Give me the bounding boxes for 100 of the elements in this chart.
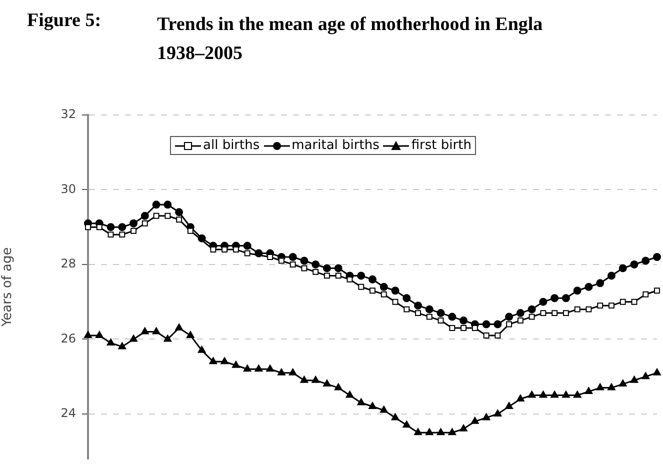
point bbox=[505, 312, 514, 321]
point bbox=[84, 330, 92, 338]
chart-subtitle: Trends in the mean age of motherhood in Engla 1938–2005 bbox=[157, 13, 544, 66]
point bbox=[528, 314, 535, 320]
point bbox=[573, 286, 582, 295]
point bbox=[425, 428, 434, 436]
point bbox=[425, 305, 434, 314]
point bbox=[414, 302, 422, 310]
point bbox=[357, 398, 366, 406]
point bbox=[402, 294, 411, 302]
point bbox=[539, 390, 548, 398]
point bbox=[209, 357, 218, 364]
point bbox=[312, 268, 319, 275]
point bbox=[574, 306, 580, 312]
point bbox=[175, 324, 184, 331]
point bbox=[402, 420, 411, 428]
point bbox=[550, 294, 559, 302]
point bbox=[368, 275, 376, 284]
point bbox=[516, 394, 524, 402]
point bbox=[322, 264, 331, 272]
y-tick-label: 24 bbox=[60, 406, 76, 420]
y-tick-label: 32 bbox=[60, 107, 76, 122]
point bbox=[312, 260, 320, 268]
point bbox=[607, 272, 616, 280]
point bbox=[152, 327, 160, 334]
point bbox=[254, 364, 263, 372]
point bbox=[266, 364, 274, 372]
point bbox=[324, 272, 330, 279]
point bbox=[404, 306, 410, 312]
point bbox=[140, 327, 149, 334]
point bbox=[620, 298, 626, 305]
point bbox=[552, 310, 558, 316]
point bbox=[562, 390, 570, 398]
point bbox=[494, 320, 502, 328]
point bbox=[118, 223, 126, 232]
point bbox=[539, 298, 548, 306]
point bbox=[301, 265, 308, 272]
point bbox=[448, 428, 456, 436]
point bbox=[300, 376, 308, 383]
point bbox=[243, 242, 252, 250]
point bbox=[153, 212, 160, 219]
point bbox=[391, 413, 400, 420]
point bbox=[584, 387, 593, 394]
point bbox=[642, 291, 649, 298]
point bbox=[95, 330, 104, 338]
point bbox=[596, 279, 604, 288]
point bbox=[653, 368, 661, 376]
point bbox=[630, 260, 638, 268]
point bbox=[618, 264, 627, 272]
point bbox=[334, 383, 342, 390]
y-tick-label: 28 bbox=[60, 256, 76, 271]
point bbox=[608, 383, 616, 390]
legend-label: marital births bbox=[292, 138, 380, 153]
point bbox=[175, 208, 184, 216]
point bbox=[312, 376, 320, 383]
point bbox=[118, 342, 126, 350]
point bbox=[517, 318, 524, 324]
point bbox=[528, 390, 536, 398]
point bbox=[368, 402, 376, 409]
point bbox=[642, 372, 650, 380]
point bbox=[573, 390, 582, 398]
point bbox=[358, 284, 364, 290]
point bbox=[140, 212, 149, 220]
point bbox=[277, 368, 286, 376]
point bbox=[164, 212, 171, 219]
legend-label: all births bbox=[203, 138, 260, 153]
point bbox=[608, 302, 614, 309]
point bbox=[288, 253, 297, 262]
point bbox=[505, 402, 514, 409]
point bbox=[198, 346, 206, 353]
point bbox=[642, 256, 650, 265]
point bbox=[357, 272, 366, 280]
point bbox=[584, 282, 593, 291]
point bbox=[290, 262, 296, 268]
point bbox=[630, 376, 638, 383]
point bbox=[597, 302, 604, 309]
point bbox=[494, 409, 502, 416]
y-axis-title: Years of age bbox=[0, 247, 16, 328]
point bbox=[152, 200, 160, 209]
point bbox=[323, 380, 331, 387]
point bbox=[220, 357, 229, 364]
point bbox=[243, 364, 252, 372]
point bbox=[494, 332, 501, 338]
chart-title: Figure 5: bbox=[27, 10, 102, 32]
point bbox=[119, 232, 126, 238]
point bbox=[176, 216, 182, 223]
point bbox=[106, 223, 115, 232]
point bbox=[130, 334, 138, 342]
point bbox=[586, 306, 592, 312]
point bbox=[550, 390, 559, 398]
point bbox=[108, 232, 114, 238]
point bbox=[232, 360, 240, 368]
point bbox=[562, 310, 569, 316]
point bbox=[460, 325, 467, 331]
point bbox=[346, 390, 354, 398]
point bbox=[438, 318, 444, 324]
y-tick-label: 30 bbox=[60, 182, 76, 196]
point bbox=[414, 428, 422, 436]
point bbox=[460, 424, 468, 432]
point bbox=[448, 312, 456, 321]
